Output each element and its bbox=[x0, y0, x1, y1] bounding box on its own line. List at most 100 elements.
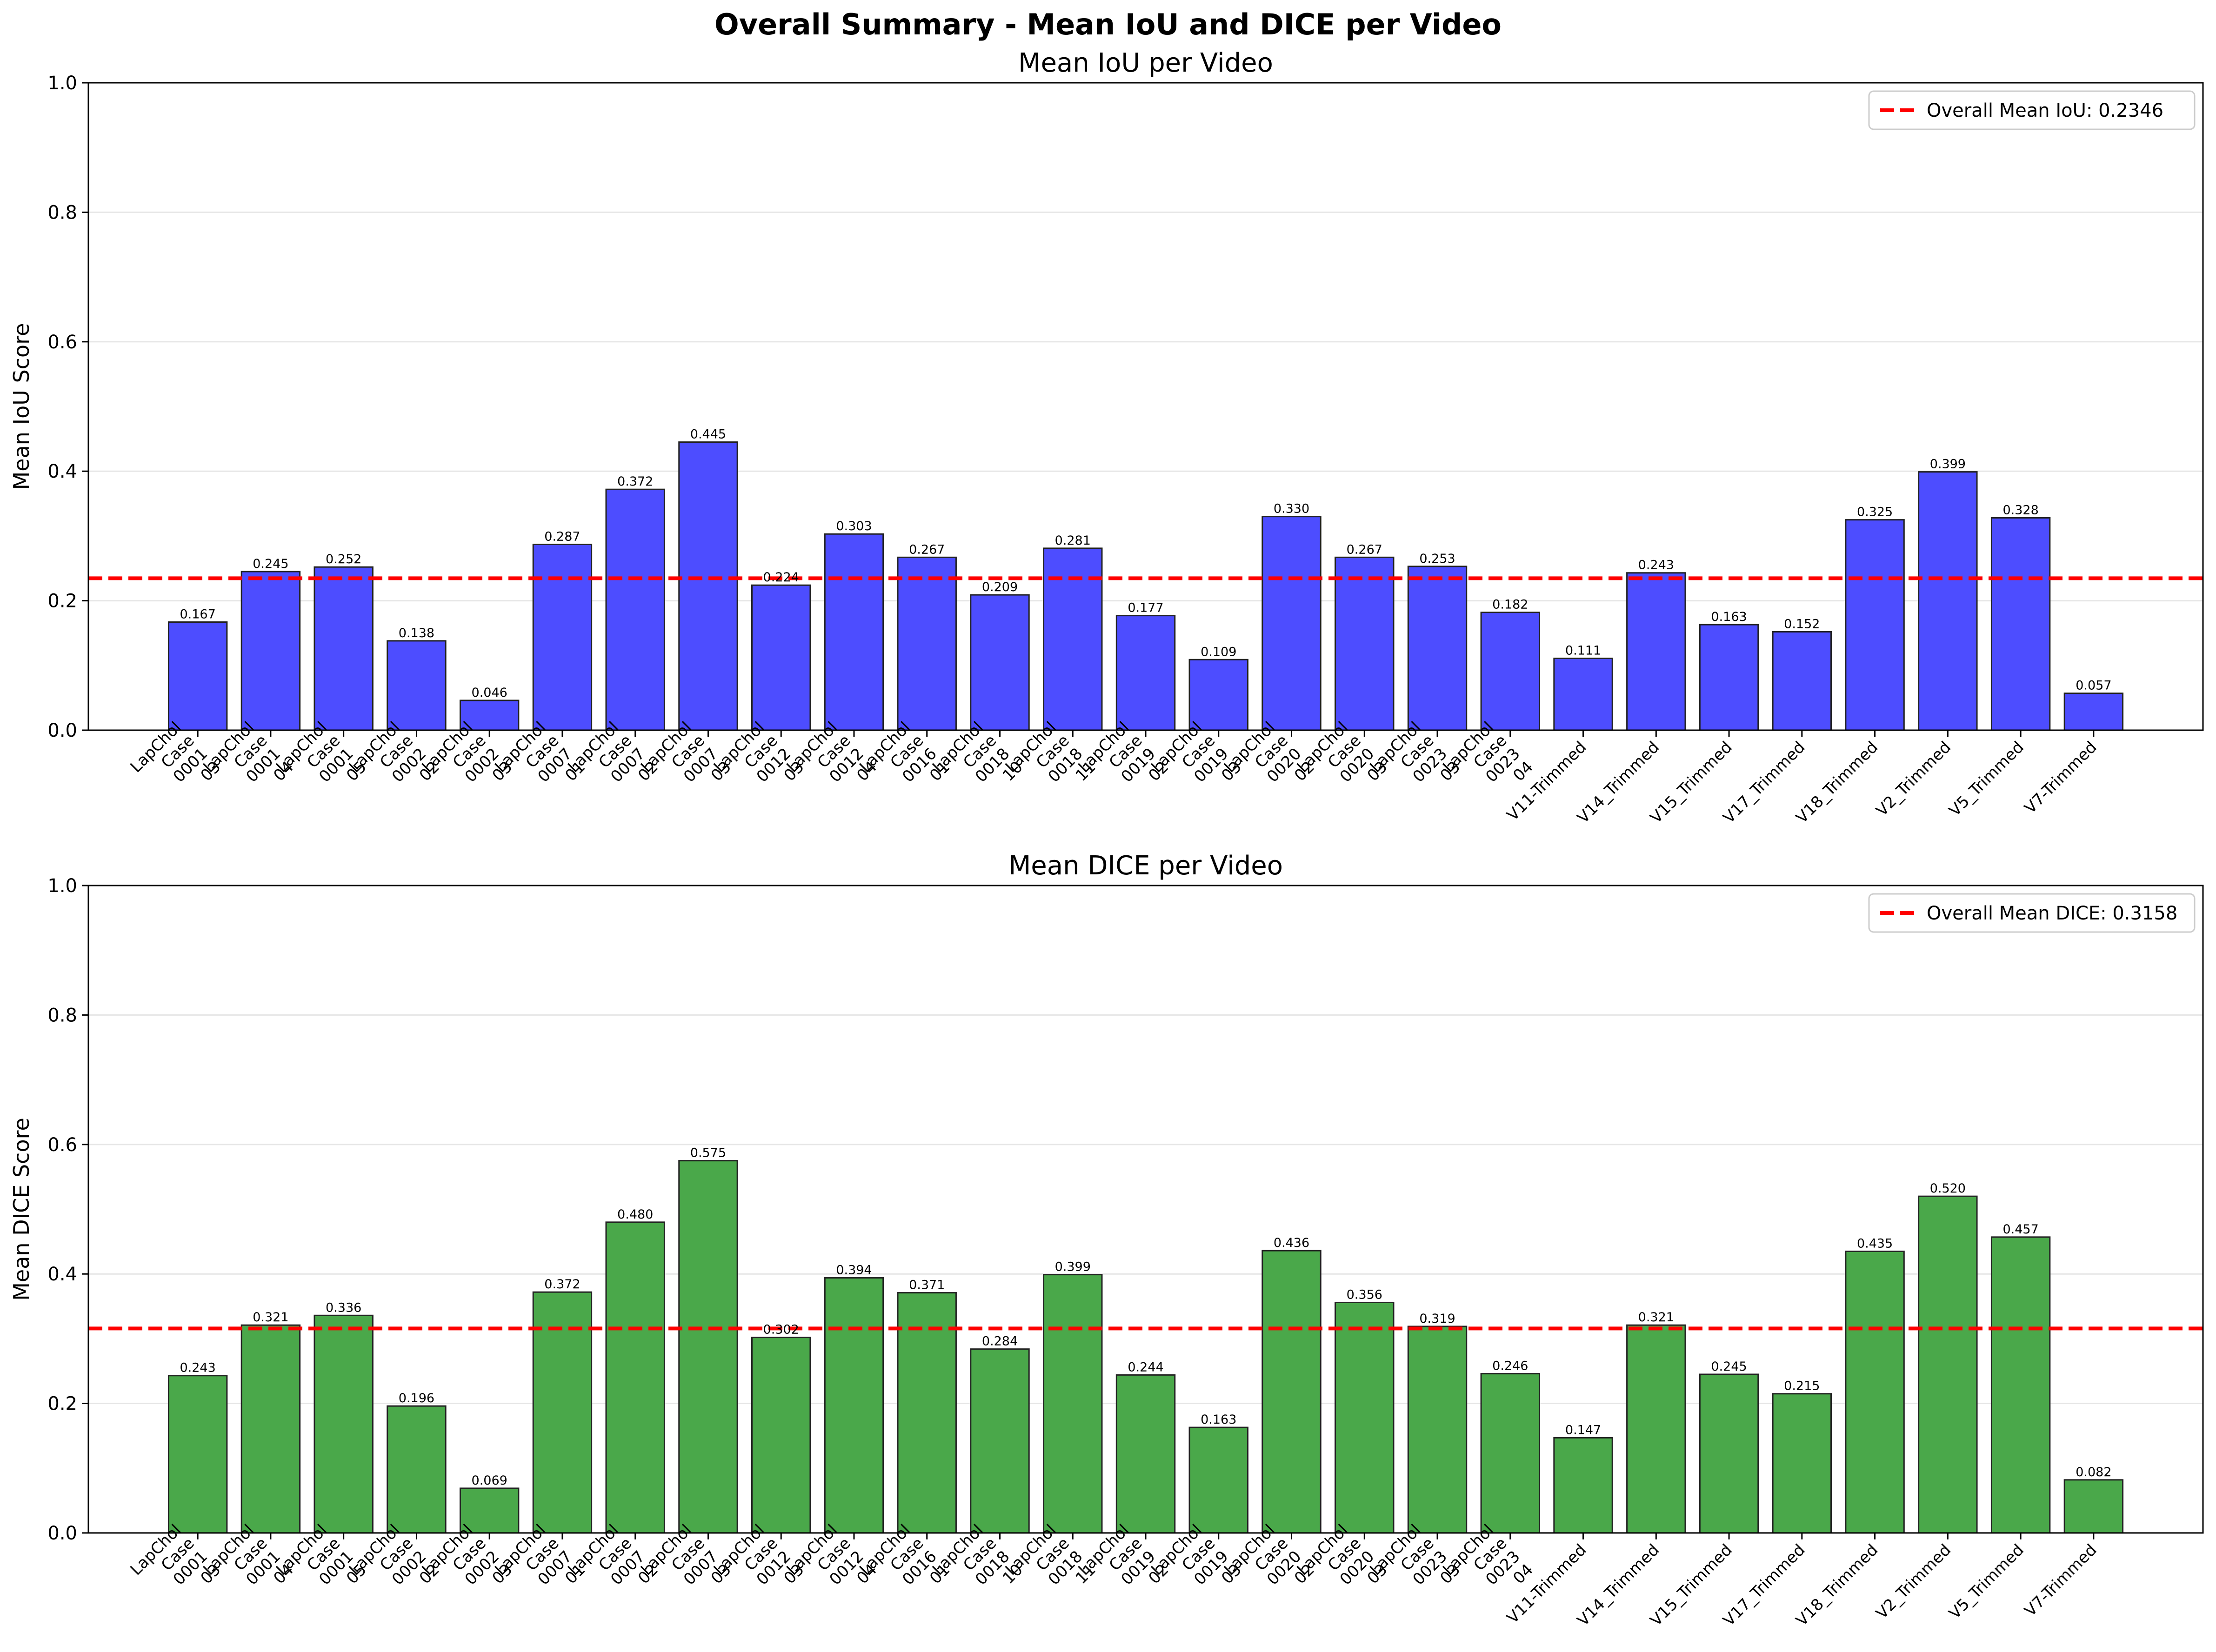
iou-value-label: 0.057 bbox=[2076, 679, 2111, 693]
dice-bar bbox=[1262, 1250, 1322, 1534]
iou-bar bbox=[1626, 572, 1686, 731]
iou-bar bbox=[240, 571, 301, 731]
iou-value-label: 0.243 bbox=[1638, 558, 1674, 573]
dice-value-label: 0.457 bbox=[2002, 1222, 2038, 1237]
dice-bar bbox=[314, 1314, 374, 1534]
dice-value-label: 0.284 bbox=[982, 1334, 1018, 1349]
dice-value-label: 0.246 bbox=[1492, 1359, 1528, 1373]
dice-bar bbox=[1990, 1236, 2051, 1534]
dice-y-tick-label: 0.4 bbox=[47, 1264, 77, 1285]
iou-bar bbox=[532, 543, 593, 731]
iou-value-label: 0.182 bbox=[1492, 598, 1528, 612]
dice-bar bbox=[897, 1292, 957, 1534]
dice-bar bbox=[167, 1375, 228, 1534]
iou-y-tick-label: 0.4 bbox=[47, 461, 77, 482]
iou-value-label: 0.163 bbox=[1711, 610, 1747, 624]
dice-value-label: 0.321 bbox=[253, 1310, 288, 1325]
iou-bar bbox=[1699, 624, 1759, 731]
dice-value-label: 0.394 bbox=[836, 1263, 872, 1278]
dice-bar bbox=[1188, 1426, 1248, 1534]
iou-bar bbox=[1043, 547, 1103, 731]
iou-bar bbox=[1335, 556, 1395, 731]
iou-bar bbox=[314, 566, 374, 731]
dice-bar bbox=[1626, 1324, 1686, 1534]
dice-bar bbox=[1918, 1195, 1978, 1534]
iou-axes-frame bbox=[87, 82, 2204, 731]
iou-value-label: 0.328 bbox=[2002, 503, 2038, 517]
dice-bar bbox=[1480, 1373, 1540, 1534]
dice-value-label: 0.520 bbox=[1930, 1181, 1966, 1196]
dice-value-label: 0.196 bbox=[399, 1391, 434, 1406]
iou-bar bbox=[1845, 519, 1905, 731]
dice-value-label: 0.319 bbox=[1419, 1312, 1455, 1326]
iou-value-label: 0.046 bbox=[472, 686, 507, 700]
iou-y-axis-label: Mean IoU Score bbox=[9, 323, 34, 490]
dice-y-axis-label: Mean DICE Score bbox=[9, 1118, 34, 1301]
iou-bar bbox=[167, 621, 228, 731]
dice-chart-title: Mean DICE per Video bbox=[1008, 851, 1283, 881]
dice-bar bbox=[1699, 1373, 1759, 1534]
iou-legend bbox=[1868, 90, 2196, 130]
dice-value-label: 0.245 bbox=[1711, 1359, 1747, 1374]
iou-bar bbox=[1772, 631, 1832, 731]
dice-bar bbox=[751, 1337, 811, 1534]
iou-y-tick-label: 0.6 bbox=[47, 332, 77, 353]
dice-bar bbox=[970, 1348, 1030, 1534]
iou-bar bbox=[1407, 566, 1468, 731]
dice-bar bbox=[605, 1221, 665, 1534]
figure-title: Overall Summary - Mean IoU and DICE per … bbox=[714, 7, 1502, 41]
dice-bar bbox=[1845, 1250, 1905, 1534]
iou-value-label: 0.325 bbox=[1857, 505, 1893, 520]
iou-bar bbox=[387, 640, 447, 731]
iou-bar bbox=[1262, 516, 1322, 731]
dice-bar bbox=[1043, 1274, 1103, 1534]
iou-value-label: 0.177 bbox=[1128, 601, 1163, 615]
dice-value-label: 0.163 bbox=[1201, 1412, 1236, 1427]
iou-value-label: 0.267 bbox=[909, 542, 945, 557]
dice-value-label: 0.082 bbox=[2076, 1465, 2111, 1479]
iou-value-label: 0.287 bbox=[544, 529, 580, 544]
dice-value-label: 0.147 bbox=[1565, 1423, 1601, 1437]
iou-bar bbox=[1115, 615, 1176, 731]
iou-y-tick-label: 0.8 bbox=[47, 202, 77, 223]
dice-bar bbox=[240, 1324, 301, 1534]
dice-legend-label: Overall Mean DICE: 0.3158 bbox=[1927, 903, 2177, 924]
dice-legend bbox=[1868, 893, 2196, 933]
iou-bar bbox=[1480, 612, 1540, 731]
iou-bar bbox=[2063, 693, 2124, 731]
dice-bar bbox=[1335, 1301, 1395, 1534]
dice-bar bbox=[824, 1277, 884, 1534]
iou-bar bbox=[970, 594, 1030, 731]
dice-bar bbox=[1407, 1326, 1468, 1534]
dice-value-label: 0.215 bbox=[1784, 1379, 1820, 1393]
dice-value-label: 0.480 bbox=[617, 1207, 653, 1222]
dice-value-label: 0.372 bbox=[544, 1277, 580, 1292]
iou-value-label: 0.281 bbox=[1055, 533, 1091, 548]
dice-y-tick-label: 0.2 bbox=[47, 1393, 77, 1415]
iou-value-label: 0.372 bbox=[617, 474, 653, 489]
dice-y-tick-label: 0.8 bbox=[47, 1005, 77, 1026]
dice-bar bbox=[678, 1160, 738, 1534]
dice-value-label: 0.321 bbox=[1638, 1310, 1674, 1325]
iou-bar bbox=[751, 584, 811, 731]
iou-x-tick-label: LapCholCase001601 bbox=[856, 718, 954, 816]
iou-value-label: 0.152 bbox=[1784, 617, 1820, 631]
dice-value-label: 0.244 bbox=[1128, 1360, 1163, 1374]
iou-chart-panel: 0.0 0.2 0.4 0.6 0.8 1.0 0.167 0.245 0.252 0.138 0.… bbox=[9, 48, 2204, 827]
iou-bar bbox=[1553, 657, 1613, 731]
iou-bar bbox=[605, 488, 665, 731]
dice-value-label: 0.399 bbox=[1055, 1260, 1091, 1274]
iou-y-tick-label: 1.0 bbox=[47, 73, 77, 94]
dice-value-label: 0.243 bbox=[180, 1361, 215, 1375]
dice-bar bbox=[459, 1487, 520, 1534]
iou-value-label: 0.330 bbox=[1274, 502, 1309, 516]
iou-bar bbox=[678, 441, 738, 731]
dice-value-label: 0.436 bbox=[1274, 1236, 1309, 1250]
iou-y-tick-label: 0.0 bbox=[47, 720, 77, 741]
iou-chart-title: Mean IoU per Video bbox=[1018, 48, 1273, 78]
iou-value-label: 0.109 bbox=[1201, 645, 1236, 659]
dice-bar bbox=[2063, 1479, 2124, 1534]
dice-y-tick-label: 0.6 bbox=[47, 1134, 77, 1156]
iou-value-label: 0.167 bbox=[180, 607, 215, 622]
dice-bar bbox=[532, 1291, 593, 1534]
